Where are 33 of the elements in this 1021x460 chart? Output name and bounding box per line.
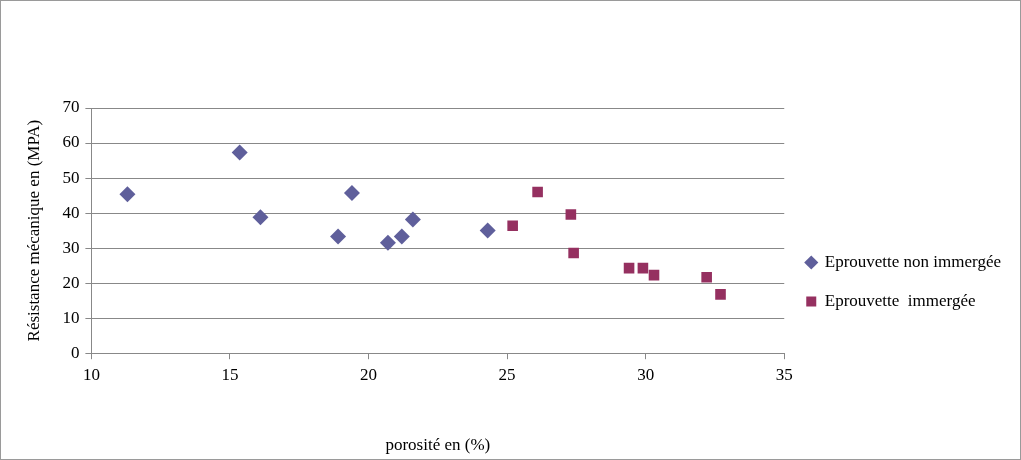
point [532, 186, 543, 198]
y-tick-label: 30 [62, 237, 80, 257]
x-tick-label: 15 [221, 364, 239, 384]
point [568, 247, 579, 259]
x-tick-label: 30 [637, 364, 655, 384]
point [507, 220, 518, 231]
y-tick-label: 70 [62, 97, 80, 117]
y-tick-label: 60 [62, 132, 80, 152]
point [119, 186, 136, 203]
x-axis-title: porosité en (%) [385, 435, 491, 455]
x-tick-label: 20 [360, 364, 378, 384]
y-tick-label: 50 [62, 167, 80, 187]
point [343, 185, 360, 202]
legend-label: Eprouvette non immergée [824, 251, 1002, 271]
y-tick-label: 20 [62, 272, 80, 292]
y-axis-title: Résistance mécanique en (MPA) [23, 119, 43, 342]
point [479, 222, 496, 239]
legend-label: Eprouvette immergée [824, 290, 976, 310]
y-tick-label: 40 [62, 202, 80, 222]
y-tick-label: 10 [62, 307, 80, 327]
x-tick-label: 25 [498, 364, 516, 384]
x-tick-label: 10 [82, 364, 100, 384]
point [701, 271, 712, 283]
point [231, 144, 248, 161]
y-tick-label: 0 [70, 342, 80, 362]
point [715, 289, 726, 300]
point [565, 209, 577, 220]
point [404, 211, 421, 228]
point [330, 228, 347, 245]
point [379, 234, 396, 251]
point [252, 209, 269, 226]
point [393, 228, 410, 245]
x-tick-label: 35 [775, 364, 793, 384]
